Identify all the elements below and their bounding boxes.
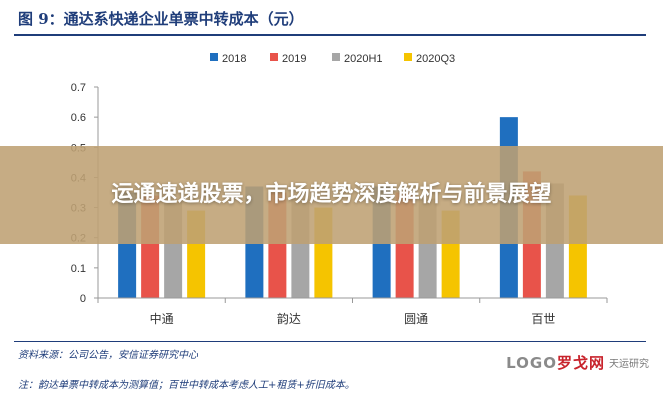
y-tick-label: 0 bbox=[80, 293, 86, 305]
legend-swatch-2019 bbox=[270, 53, 278, 61]
watermark-sub: 天运研究 bbox=[609, 359, 649, 370]
article-title-banner: 运通速递股票，市场趋势深度解析与前景展望 bbox=[0, 146, 663, 244]
x-tick-label: 中通 bbox=[150, 311, 174, 326]
x-tick-label: 圆通 bbox=[404, 312, 428, 326]
y-tick-label: 0.6 bbox=[71, 112, 86, 124]
comment-note: 注：韵达单票中转成本为测算值；百世中转成本考虑人工+租赁+折旧成本。 bbox=[18, 380, 355, 391]
watermark-logo-red: 罗戈网 bbox=[556, 354, 605, 372]
legend-swatch-2020H1 bbox=[332, 53, 340, 61]
legend-swatch-2018 bbox=[210, 53, 218, 61]
article-title: 运通速递股票，市场趋势深度解析与前景展望 bbox=[111, 182, 552, 207]
y-tick-label: 0.1 bbox=[71, 263, 86, 275]
footer-rule bbox=[14, 341, 646, 342]
legend-label-2020H1: 2020H1 bbox=[344, 53, 383, 65]
x-tick-label: 韵达 bbox=[277, 311, 301, 326]
watermark-logo: LOGO罗戈网 bbox=[506, 352, 605, 373]
figure-title: 图 9：通达系快递企业单票中转成本（元） bbox=[18, 10, 304, 28]
x-tick-label: 百世 bbox=[531, 312, 555, 326]
watermark-logo-text: LOGO bbox=[506, 354, 557, 372]
source-note: 资料来源：公司公告，安信证券研究中心 bbox=[18, 350, 198, 361]
legend-label-2018: 2018 bbox=[222, 53, 246, 65]
legend-swatch-2020Q3 bbox=[404, 53, 412, 61]
title-rule bbox=[14, 34, 646, 36]
y-tick-label: 0.7 bbox=[71, 82, 86, 94]
chart-legend: 2018 2019 2020H1 2020Q3 bbox=[210, 53, 455, 65]
watermark: LOGO罗戈网 天运研究 bbox=[506, 352, 649, 373]
legend-label-2020Q3: 2020Q3 bbox=[416, 53, 455, 65]
x-axis: 中通 韵达 圆通 百世 bbox=[97, 297, 608, 326]
legend-label-2019: 2019 bbox=[282, 53, 306, 65]
